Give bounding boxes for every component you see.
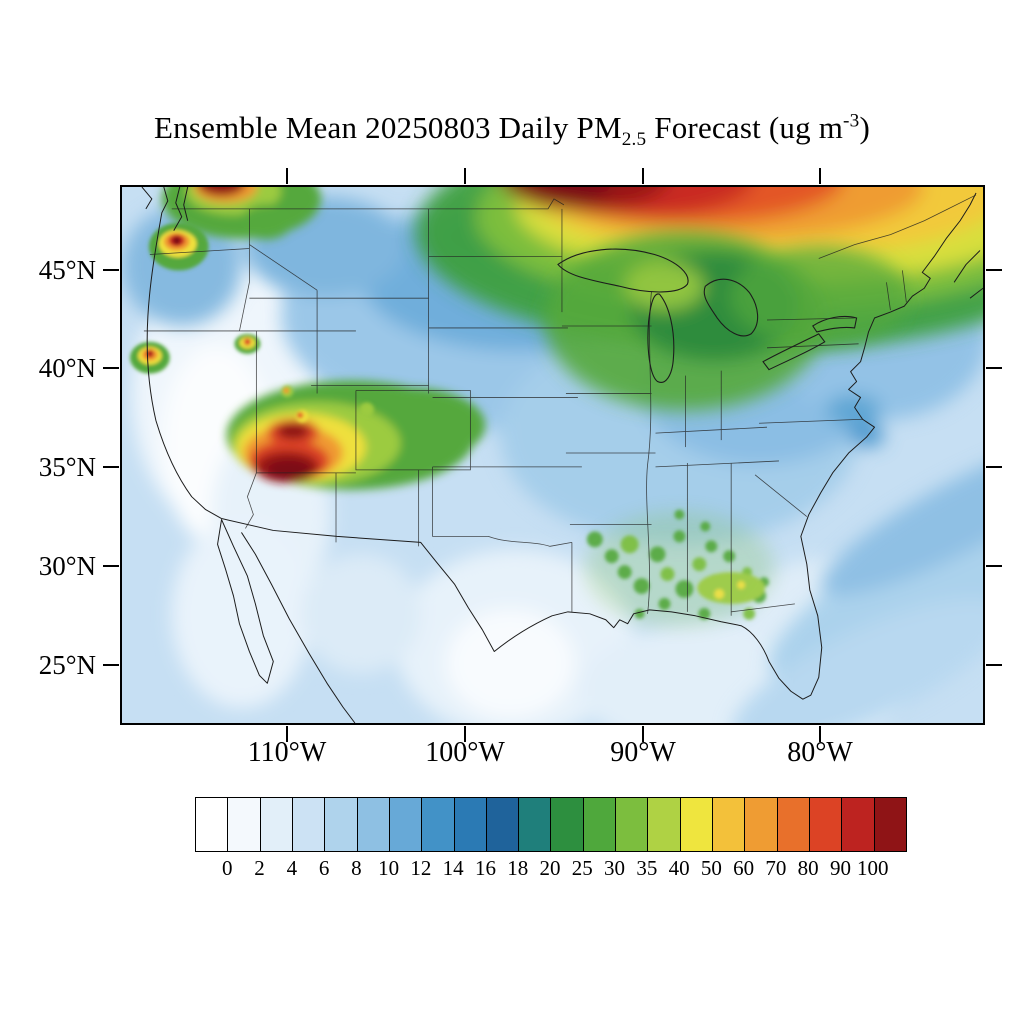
colorbar-cell [196,798,228,851]
utah-arizona-hotspot [226,380,486,490]
colorbar-cell [873,798,906,851]
axis-tick [819,726,821,742]
colorbar-tick-label: 30 [604,856,626,880]
southeast-speckles [584,509,774,627]
colorbar-tick-label: 60 [733,856,755,880]
colorbar-cell [647,798,680,851]
colorbar-cell [388,798,422,851]
colorbar-tick-label: 90 [829,856,851,880]
axis-tick [986,466,1002,468]
title-suffix: ) [859,110,870,145]
colorbar-cell [291,798,325,851]
colorbar-cell [227,798,260,851]
colorbar-tick-label: 12 [410,856,432,880]
colorbar-cell [453,798,486,851]
axis-tick [103,466,119,468]
colorbar-tick-label: 100 [856,856,889,880]
colorbar-tick-label: 50 [700,856,722,880]
axis-tick [286,726,288,742]
colorbar-tick-label: 4 [286,856,298,880]
lat-label-45n: 45°N [38,255,96,285]
colorbar-tick-label: 80 [797,856,819,880]
colorbar-cell [324,798,357,851]
colorbar [195,797,907,852]
axis-tick [986,565,1002,567]
colorbar-cell [518,798,551,851]
colorbar-cell [615,798,648,851]
axis-tick [103,565,119,567]
colorbar-tick-label: 20 [539,856,561,880]
axis-tick [986,664,1002,666]
axis-tick [103,269,119,271]
lon-label-110w: 110°W [247,737,327,768]
puget-sound-hotspot [148,222,209,271]
idaho-hotspot [234,333,261,354]
state-borders [143,194,977,616]
colorbar-tick-label: 35 [636,856,658,880]
axis-tick [464,168,466,184]
colorbar-tick-label: 18 [507,856,529,880]
lon-label-80w: 80°W [787,737,853,768]
norcal-hotspot [129,341,170,374]
colorbar-tick-label: 40 [668,856,690,880]
title-subscript: 2.5 [621,129,647,151]
colorbar-cell [808,798,842,851]
colorbar-tick-label: 10 [378,856,400,880]
colorbar-tick-label: 8 [351,856,362,880]
lat-label-35n: 35°N [38,452,96,482]
lat-label-25n: 25°N [38,650,96,680]
colorbar-cell [841,798,874,851]
colorbar-cell [582,798,616,851]
colorbar-tick-label: 2 [254,856,265,880]
colorbar-cell [259,798,292,851]
colorbar-tick-label: 0 [222,856,233,880]
title-prefix: Ensemble Mean 20250803 Daily PM [154,110,622,145]
great-lakes-green-band [545,231,909,411]
northwest-border-hotspot [161,187,322,240]
lat-label-30n: 30°N [38,551,96,581]
colorbar-tick-label: 16 [474,856,496,880]
axis-tick [642,168,644,184]
colorbar-tick-label: 14 [442,856,464,880]
axis-tick [642,726,644,742]
axis-tick [986,367,1002,369]
colorbar-cell [679,798,712,851]
colorbar-cell [776,798,809,851]
title-middle: Forecast (ug m [646,110,844,145]
colorbar-cell [550,798,583,851]
axis-tick [464,726,466,742]
axis-tick [819,168,821,184]
colorbar-cell [485,798,519,851]
colorbar-labels: 0 2 4 6 8 10 12 14 16 18 20 25 30 35 40 50 60 70 80 90 100 [195,856,905,882]
lat-label-40n: 40°N [38,353,96,383]
title-superscript: -3 [843,110,860,132]
coastline [141,187,983,723]
axis-tick [103,367,119,369]
colorbar-tick-label: 6 [318,856,330,880]
map-svg [122,187,983,723]
lon-label-100w: 100°W [425,737,505,768]
colorbar-cell [356,798,389,851]
axis-tick [286,168,288,184]
forecast-map [120,185,985,725]
axis-tick [986,269,1002,271]
lon-label-90w: 90°W [610,737,676,768]
colorbar-cell [712,798,745,851]
colorbar-tick-label: 25 [571,856,593,880]
colorbar-cell [744,798,777,851]
axis-tick [103,664,119,666]
colorbar-cell [421,798,454,851]
utah-small-spots [281,385,374,423]
page-title: Ensemble Mean 20250803 Daily PM2.5 Forec… [0,110,1024,151]
colorbar-tick-label: 70 [765,856,787,880]
